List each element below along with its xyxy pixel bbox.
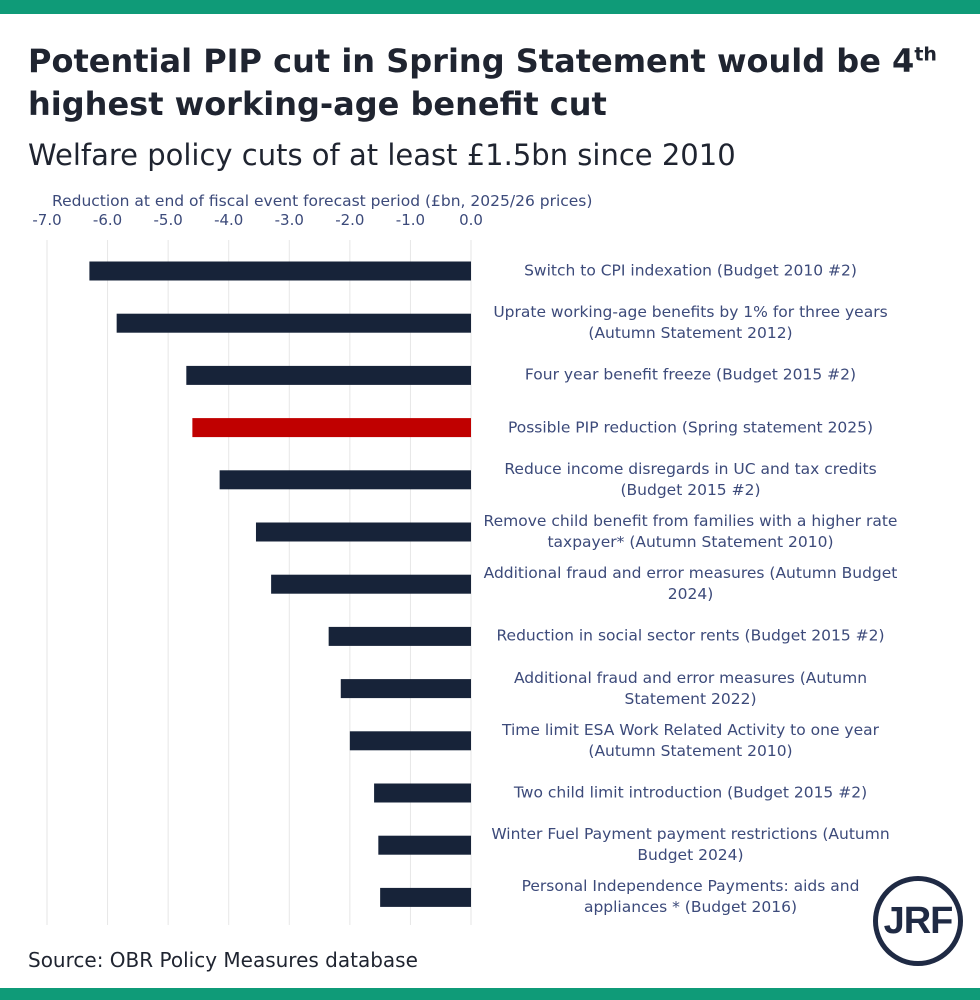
chart-subtitle: Welfare policy cuts of at least £1.5bn s…: [28, 138, 736, 172]
bar-chart: -7.0 -6.0 -5.0 -4.0 -3.0 -2.0 -1.0 0.0: [32, 211, 483, 925]
title-superscript: th: [914, 43, 937, 66]
category-label: Uprate working-age benefits by 1% for th…: [493, 303, 888, 343]
bottom-color-band: [0, 988, 980, 1000]
x-tick-label: -1.0: [396, 211, 425, 229]
bar-highlighted: [192, 418, 471, 438]
chart-title: Potential PIP cut in Spring Statement wo…: [28, 40, 948, 126]
bar: [271, 574, 471, 594]
source-note: Source: OBR Policy Measures database: [28, 948, 418, 972]
x-tick-label: -2.0: [335, 211, 364, 229]
category-label: Reduction in social sector rents (Budget…: [496, 626, 885, 645]
category-label: Time limit ESA Work Related Activity to …: [501, 720, 880, 760]
x-tick-label: -4.0: [214, 211, 243, 229]
bar: [186, 365, 472, 385]
x-tick-label: 0.0: [459, 211, 483, 229]
bar: [340, 679, 471, 699]
bar: [378, 835, 471, 855]
logo-text: JRF: [883, 899, 954, 942]
bar: [349, 731, 471, 751]
bar: [116, 313, 472, 333]
x-axis-label: Reduction at end of fiscal event forecas…: [52, 192, 593, 210]
category-label: Winter Fuel Payment payment restrictions…: [491, 825, 890, 865]
category-label: Additional fraud and error measures (Aut…: [483, 564, 898, 604]
bar: [89, 261, 472, 281]
category-label: Possible PIP reduction (Spring statement…: [507, 418, 874, 437]
bar: [374, 783, 471, 803]
category-label: Additional fraud and error measures (Aut…: [513, 668, 868, 708]
title-text: Potential PIP cut in Spring Statement wo…: [28, 42, 915, 80]
x-tick-label: -6.0: [93, 211, 122, 229]
category-label: Reduce income disregards in UC and tax c…: [504, 459, 877, 499]
category-label: Remove child benefit from families with …: [483, 512, 898, 551]
bar: [255, 522, 471, 542]
bar: [328, 626, 471, 646]
category-label: Personal Independence Payments: aids and…: [521, 877, 860, 917]
category-label: Switch to CPI indexation (Budget 2010 #2…: [524, 261, 857, 280]
x-tick-label: -3.0: [275, 211, 304, 229]
top-color-band: [0, 0, 980, 14]
jrf-logo: JRF: [873, 876, 963, 966]
x-tick-label: -7.0: [32, 211, 61, 229]
category-label: Four year benefit freeze (Budget 2015 #2…: [524, 365, 857, 384]
bar: [219, 470, 471, 490]
title-line-2: highest working-age benefit cut: [28, 85, 607, 123]
category-label: Two child limit introduction (Budget 201…: [513, 783, 868, 802]
x-tick-label: -5.0: [154, 211, 183, 229]
bar: [380, 887, 471, 907]
